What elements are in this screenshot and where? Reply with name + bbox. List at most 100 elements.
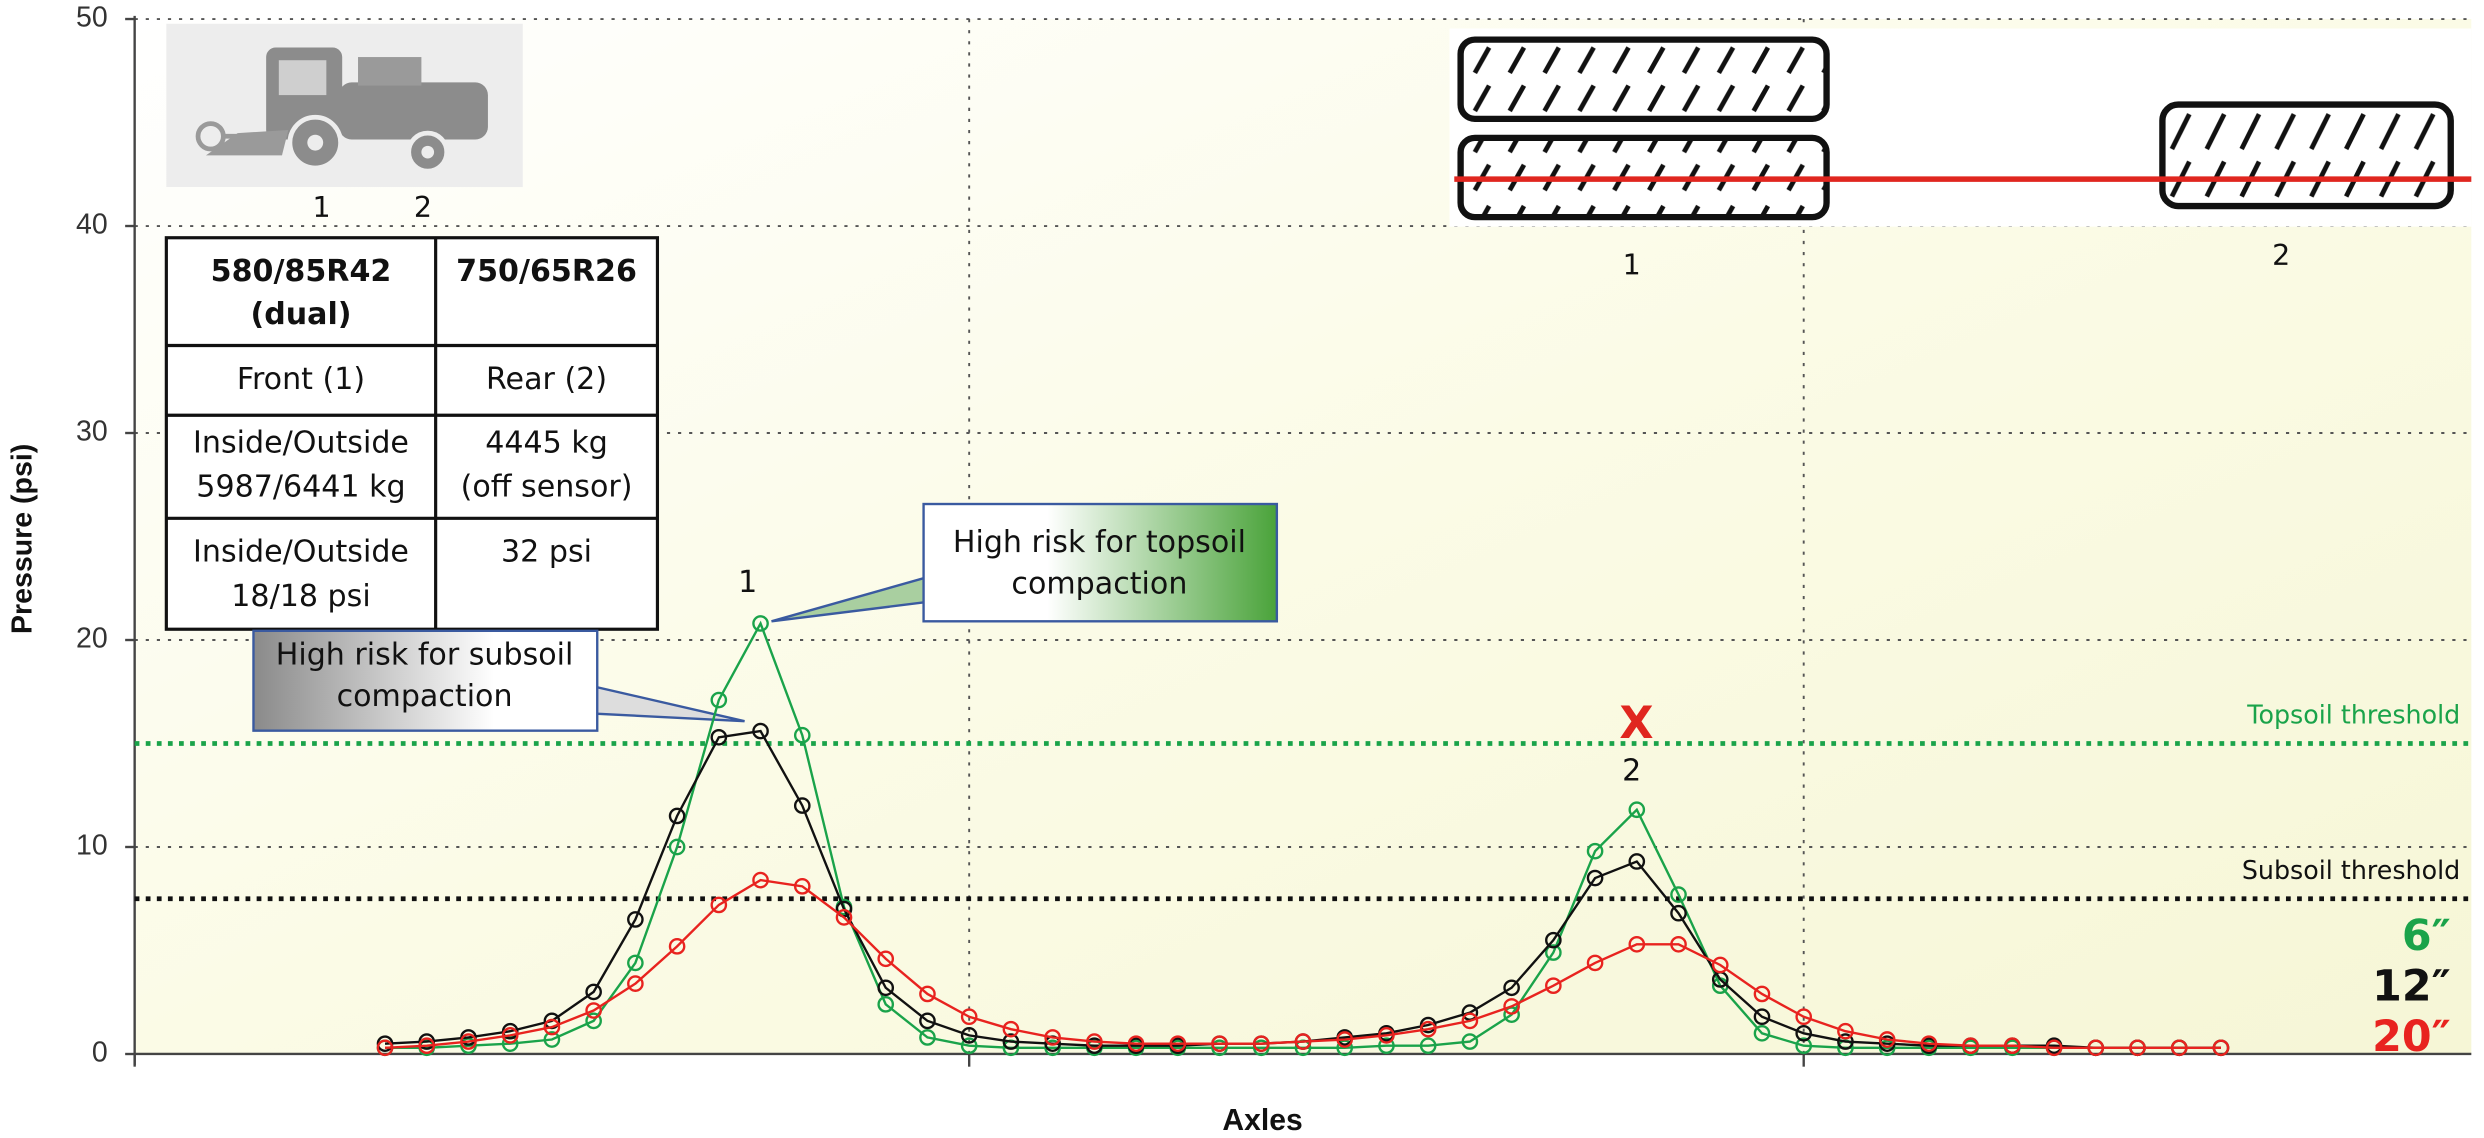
data-point (668, 807, 686, 825)
data-point (1753, 985, 1771, 1003)
data-point (1545, 931, 1562, 949)
data-point (1795, 1037, 1813, 1055)
data-point (752, 722, 769, 740)
table-cell: 4445 kg (485, 425, 608, 460)
data-point (627, 911, 644, 928)
data-point (1169, 1035, 1187, 1052)
data-point (1294, 1033, 1312, 1050)
data-point (501, 1027, 519, 1044)
table-cell: Front (1) (237, 362, 365, 397)
data-point (2045, 1039, 2063, 1057)
data-point (919, 1012, 936, 1030)
data-point (710, 896, 728, 914)
callout-text: High risk for topsoil (953, 525, 1246, 560)
data-point (960, 1027, 978, 1044)
data-point (376, 1039, 394, 1057)
data-point (1586, 954, 1604, 972)
data-point (668, 838, 686, 856)
data-point (1795, 1024, 1813, 1042)
data-point (1336, 1031, 1354, 1048)
data-point (585, 1012, 602, 1030)
data-point (1419, 1037, 1437, 1055)
table-cell: 580/85R42 (211, 254, 392, 289)
data-point (1461, 1012, 1479, 1030)
data-point (1378, 1037, 1395, 1055)
combine-icon (166, 23, 523, 188)
data-point (1670, 904, 1687, 922)
y-tick-label: 10 (76, 830, 108, 862)
data-point (960, 1008, 978, 1026)
data-point (710, 691, 728, 709)
data-point (2170, 1039, 2188, 1057)
callout-subsoil (252, 629, 745, 732)
data-point (1753, 1008, 1771, 1026)
legend-entry: 12″ (2372, 962, 2451, 1012)
spec-table (164, 236, 660, 631)
data-point (1545, 977, 1562, 995)
table-cell: (off sensor) (461, 470, 633, 505)
data-point (793, 878, 811, 895)
legend-entry: 6″ (2402, 911, 2451, 961)
table-cell: 32 psi (501, 535, 592, 570)
table-cell: 18/18 psi (231, 579, 370, 614)
table-cell: Inside/Outside (193, 535, 409, 570)
data-point (1837, 1022, 1854, 1040)
data-point (1086, 1033, 1103, 1050)
data-point (1795, 1008, 1813, 1026)
tire-label: 1 (1623, 248, 1641, 281)
data-point (1628, 801, 1646, 819)
data-point (1044, 1029, 1061, 1046)
data-point (1503, 998, 1520, 1015)
exceed-marker: X (1619, 698, 1653, 749)
data-point (2212, 1039, 2230, 1057)
data-point (835, 909, 853, 926)
y-tick-label: 50 (76, 2, 108, 34)
data-point (919, 985, 936, 1003)
y-tick-label: 30 (76, 416, 108, 448)
threshold-label: Subsoil threshold (2242, 855, 2460, 885)
tire-diagram (1449, 28, 2472, 227)
data-point (668, 938, 686, 955)
data-point (1002, 1020, 1020, 1038)
machine-axle-label: 1 (313, 191, 331, 224)
data-point (1378, 1027, 1395, 1044)
data-point (1461, 1033, 1479, 1050)
data-point (543, 1018, 561, 1036)
callout-text: compaction (337, 679, 513, 714)
table-cell: 5987/6441 kg (196, 470, 405, 505)
callout-text: compaction (1011, 566, 1187, 601)
y-tick-label: 0 (92, 1037, 108, 1069)
data-point (1503, 979, 1520, 997)
data-point (1252, 1035, 1270, 1052)
callout-text: High risk for subsoil (276, 638, 574, 673)
data-point (793, 726, 811, 744)
y-axis-label: Pressure (psi) (6, 444, 38, 634)
x-axis-label: Axles (1222, 1104, 1302, 1137)
peak-label: 1 (738, 565, 757, 600)
data-point (1837, 1033, 1854, 1050)
tire-label: 2 (2272, 239, 2290, 272)
data-point (1711, 956, 1729, 974)
data-point (793, 797, 811, 814)
data-point (543, 1031, 561, 1048)
legend-entry: 20″ (2372, 1012, 2451, 1062)
data-point (877, 995, 895, 1013)
data-point (627, 975, 644, 992)
data-point (460, 1033, 477, 1050)
data-point (1586, 842, 1604, 860)
y-tick-label: 40 (76, 209, 108, 241)
data-point (1628, 853, 1646, 870)
data-point (2004, 1037, 2021, 1055)
data-point (710, 728, 728, 746)
data-point (960, 1037, 978, 1055)
data-point (585, 983, 602, 1001)
table-cell: 750/65R26 (456, 254, 637, 289)
data-point (1670, 935, 1687, 953)
data-point (1586, 869, 1604, 887)
data-point (418, 1037, 436, 1055)
data-point (1127, 1035, 1145, 1052)
data-point (1878, 1031, 1896, 1048)
data-point (752, 615, 769, 632)
